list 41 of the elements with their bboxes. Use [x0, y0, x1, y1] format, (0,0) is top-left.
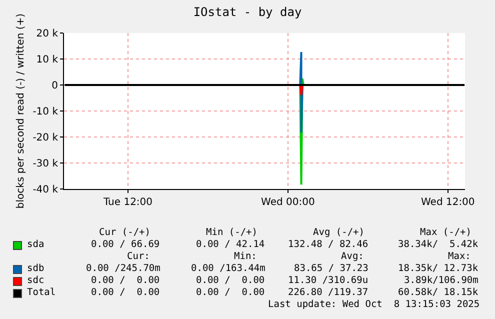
text: Max: — [448, 251, 471, 262]
text: Min: — [234, 251, 257, 262]
x-tick-label: Tue 12:00 — [102, 197, 153, 208]
text: 11.30 /310.69u — [288, 275, 368, 286]
text: Avg (-/+) — [313, 227, 364, 238]
text: Min (-/+) — [206, 227, 258, 238]
text: 0.00 / 66.69 — [91, 239, 160, 250]
text: 60.58k/ 18.15k — [398, 287, 478, 298]
text: 0.00 / 0.00 — [196, 287, 265, 298]
legend-label: sdc — [27, 275, 44, 286]
text: 3.89k/106.90m — [404, 275, 478, 286]
y-axis-title: blocks per second read (-) / written (+) — [16, 13, 27, 209]
y-tick-label: -30 k — [32, 158, 58, 170]
text: Max (-/+) — [420, 227, 472, 238]
text: 18.35k/ 12.73k — [398, 263, 478, 274]
text: 0.00 / 0.00 — [196, 275, 265, 286]
y-tick-label: -10 k — [32, 106, 58, 118]
text: 0.00 /245.70m — [86, 263, 160, 274]
y-tick-label: 10 k — [36, 54, 58, 66]
text: Avg: — [341, 251, 364, 262]
y-tick-label: -40 k — [32, 184, 58, 196]
text: 226.80 /119.37 — [288, 287, 368, 298]
text: Cur (-/+) — [99, 227, 150, 238]
text: 0.00 / 0.00 — [91, 287, 160, 298]
y-tick-label: -20 k — [32, 132, 58, 144]
text: 83.65 / 37.23 — [294, 263, 368, 274]
chart-title: IOstat - by day — [193, 4, 302, 19]
x-tick-label: Wed 00:00 — [261, 197, 315, 208]
text: 0.00 /163.44m — [191, 263, 266, 274]
text: 132.48 / 82.46 — [288, 239, 368, 250]
text: 0.00 / 0.00 — [91, 275, 160, 286]
text: 38.34k/ 5.42k — [398, 239, 478, 250]
legend-label: Total — [27, 287, 56, 298]
text: 0.00 / 42.14 — [196, 239, 265, 250]
x-tick-label: Wed 12:00 — [420, 197, 475, 208]
text: Cur: — [127, 251, 150, 262]
legend-label: sdb — [27, 263, 44, 274]
legend-label: sda — [27, 239, 44, 250]
text: Last update: Wed Oct 8 13:15:03 2025 — [268, 299, 480, 310]
y-tick-label: 0 — [52, 80, 58, 92]
y-tick-label: 20 k — [36, 28, 58, 40]
